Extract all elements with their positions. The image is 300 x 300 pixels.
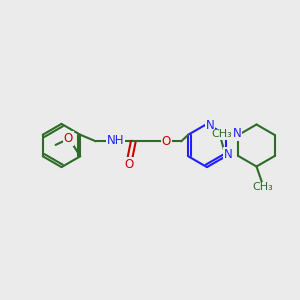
- Text: NH: NH: [106, 134, 124, 147]
- Text: O: O: [162, 135, 171, 148]
- Text: N: N: [232, 127, 241, 140]
- Text: CH₃: CH₃: [252, 182, 273, 193]
- Text: N: N: [224, 148, 233, 161]
- Text: N: N: [206, 119, 214, 132]
- Text: O: O: [64, 132, 73, 145]
- Text: CH₃: CH₃: [212, 129, 232, 140]
- Text: O: O: [124, 158, 134, 171]
